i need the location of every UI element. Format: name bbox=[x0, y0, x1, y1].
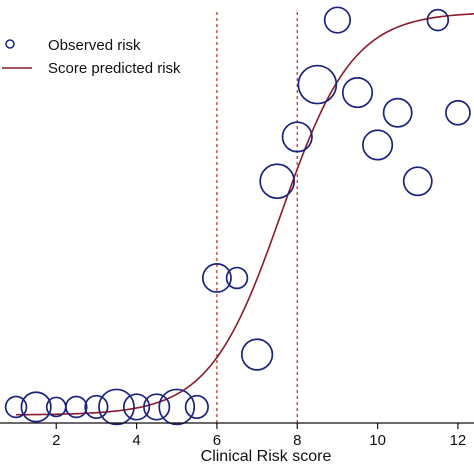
observed-risk-point-13 bbox=[240, 338, 274, 371]
legend-predicted-risk-label: Score predicted risk bbox=[48, 60, 181, 77]
legend-observed-risk-marker bbox=[5, 39, 15, 49]
observed-risk-point-8 bbox=[143, 393, 171, 421]
legend-observed-risk-label: Observed risk bbox=[48, 37, 141, 54]
observed-risk-point-15 bbox=[281, 121, 313, 153]
predicted-risk-curve bbox=[16, 13, 474, 416]
observed-risk-point-6 bbox=[98, 388, 135, 426]
observed-risk-point-19 bbox=[362, 129, 394, 161]
observed-risk-point-17 bbox=[323, 6, 352, 34]
x-tick-label-2: 2 bbox=[52, 432, 60, 449]
observed-risk-point-12 bbox=[225, 266, 249, 290]
observed-risk-point-16 bbox=[297, 64, 338, 105]
observed-risk-bubbles bbox=[4, 6, 471, 426]
x-axis-title: Clinical Risk score bbox=[201, 448, 332, 465]
observed-risk-point-22 bbox=[426, 8, 450, 32]
observed-risk-point-23 bbox=[445, 99, 471, 126]
observed-risk-point-14 bbox=[259, 163, 296, 200]
observed-risk-point-7 bbox=[122, 393, 151, 421]
observed-risk-point-18 bbox=[341, 77, 374, 109]
x-tick-label-8: 8 bbox=[293, 432, 301, 449]
x-tick-label-4: 4 bbox=[132, 432, 140, 449]
x-axis-ticks: 2 4 6 8 10 12 bbox=[52, 423, 466, 449]
x-tick-label-10: 10 bbox=[369, 432, 386, 449]
observed-risk-point-5 bbox=[84, 394, 109, 420]
observed-risk-point-11 bbox=[201, 263, 232, 293]
x-tick-label-6: 6 bbox=[213, 432, 221, 449]
observed-risk-point-10 bbox=[184, 394, 209, 420]
observed-risk-point-4 bbox=[65, 395, 88, 419]
observed-risk-point-9 bbox=[158, 388, 196, 426]
observed-risk-point-20 bbox=[382, 97, 413, 128]
predicted-risk-curve-layer bbox=[16, 13, 474, 416]
legend: Observed risk Score predicted risk bbox=[2, 37, 181, 77]
x-tick-label-12: 12 bbox=[450, 432, 467, 449]
observed-risk-point-21 bbox=[402, 166, 433, 197]
reference-lines bbox=[216, 12, 298, 423]
observed-risk-point-2 bbox=[20, 391, 52, 423]
observed-risk-point-1 bbox=[4, 395, 28, 419]
